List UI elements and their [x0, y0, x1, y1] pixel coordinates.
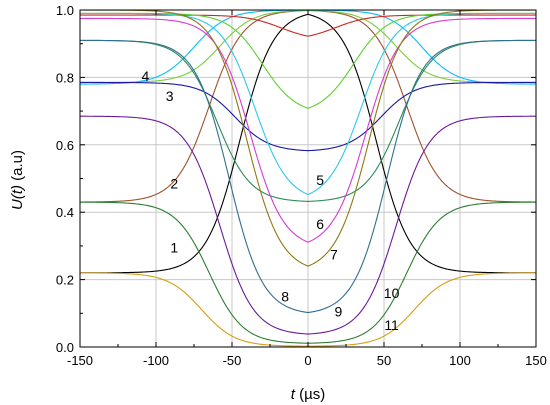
x-tick-label: 50 [377, 353, 391, 368]
curve-labels: 1 2 3 4 5 67 8 9 10 11 [141, 68, 399, 333]
curve-label-10: 10 [384, 285, 400, 301]
curve-5 [80, 81, 536, 152]
x-axis-label-unit: (µs) [295, 386, 325, 403]
curve-7 [80, 17, 536, 243]
x-tick-label: -50 [223, 353, 242, 368]
y-tick-label: 0.0 [56, 340, 74, 355]
y-axis-label-symbol: U(t) [9, 185, 26, 210]
axis-ticks: -150 -100 -50 0 50 100 150 0.0 0.2 0.4 0.6 0.8 1.0 [56, 3, 547, 368]
grid-lines [80, 10, 536, 347]
y-axis-label-unit: (a.u) [9, 150, 26, 185]
curve-label-7: 7 [330, 246, 338, 262]
x-tick-label: -150 [67, 353, 93, 368]
y-tick-label: 0.2 [56, 273, 74, 288]
curve-label-8: 8 [281, 289, 289, 305]
y-tick-label: 0.8 [56, 70, 74, 85]
y-tick-label: 0.6 [56, 138, 74, 153]
curve-label-4: 4 [141, 68, 149, 84]
curve-9 [80, 115, 536, 335]
x-tick-label: -100 [143, 353, 169, 368]
curve-unlabeled-6 [80, 39, 536, 202]
y-axis-label: U(t) (a.u) [9, 150, 26, 210]
curve-8 [80, 39, 536, 314]
curve-label-5: 5 [316, 172, 324, 188]
y-tick-label: 1.0 [56, 3, 74, 18]
x-axis-label-symbol: t [291, 386, 296, 403]
curve-label-6: 6 [316, 216, 324, 232]
x-tick-label: 150 [525, 353, 547, 368]
curve-label-2: 2 [170, 176, 178, 192]
curve-label-3: 3 [166, 88, 174, 104]
curve-label-11: 11 [384, 317, 399, 333]
x-tick-label: 0 [304, 353, 311, 368]
curve-label-1: 1 [170, 240, 178, 256]
curve-unlabeled-4 [80, 14, 536, 37]
curve-label-9: 9 [335, 304, 343, 320]
x-axis-label: t (µs) [291, 386, 325, 403]
x-tick-label: 100 [449, 353, 471, 368]
y-tick-label: 0.4 [56, 205, 74, 220]
